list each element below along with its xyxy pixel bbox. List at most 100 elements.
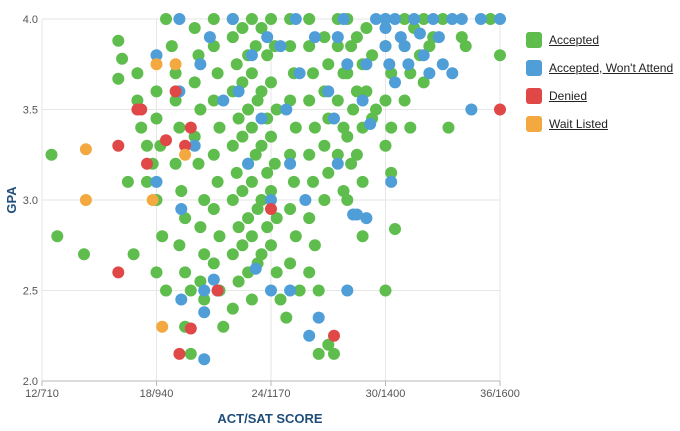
data-point	[417, 49, 430, 62]
data-point	[173, 121, 186, 134]
data-point	[328, 347, 340, 360]
data-point	[402, 58, 415, 71]
data-point	[160, 134, 172, 147]
data-point	[112, 34, 125, 47]
legend-item-accepted-wont-attend[interactable]: Accepted, Won't Attend	[526, 58, 673, 77]
data-point	[121, 175, 134, 188]
series-0	[45, 13, 506, 360]
data-point	[360, 58, 373, 71]
data-point	[261, 49, 274, 62]
data-point	[417, 76, 430, 89]
data-point	[350, 31, 363, 44]
x-tick-label: 18/940	[140, 388, 174, 400]
data-point	[459, 40, 472, 53]
data-point	[188, 76, 201, 89]
data-point	[184, 121, 197, 134]
data-point	[318, 31, 331, 44]
data-point	[289, 121, 302, 134]
data-point	[198, 353, 211, 366]
data-point	[192, 157, 205, 170]
data-point	[289, 13, 302, 25]
data-point	[312, 311, 325, 324]
data-point	[184, 322, 197, 335]
legend-item-wait-listed[interactable]: Wait Listed	[526, 114, 673, 133]
data-point	[150, 85, 163, 98]
legend-label: Accepted	[549, 32, 600, 47]
data-point	[303, 212, 316, 225]
data-point	[398, 94, 411, 107]
data-point	[226, 31, 239, 44]
y-tick-label: 2.5	[23, 286, 38, 298]
data-point	[350, 85, 363, 98]
data-point	[236, 76, 249, 89]
data-point	[173, 347, 186, 360]
legend: Accepted Accepted, Won't Attend Denied W…	[526, 30, 673, 142]
data-point	[379, 139, 392, 152]
legend-item-denied[interactable]: Denied	[526, 86, 673, 105]
data-point	[141, 175, 153, 188]
data-point	[184, 284, 197, 297]
data-point	[150, 175, 163, 188]
data-point	[236, 185, 249, 197]
legend-item-accepted[interactable]: Accepted	[526, 30, 673, 49]
data-point	[303, 94, 316, 107]
data-point	[293, 67, 306, 80]
data-point	[165, 40, 178, 53]
data-point	[484, 13, 497, 25]
data-point	[307, 175, 319, 188]
series-1	[150, 13, 506, 366]
data-point	[341, 194, 354, 206]
data-point	[265, 203, 277, 215]
data-point	[135, 103, 148, 116]
data-point	[211, 175, 224, 188]
legend-swatch-accepted-wont-attend	[526, 59, 542, 76]
data-point	[141, 157, 153, 170]
data-point	[251, 203, 264, 215]
data-point	[360, 212, 373, 225]
data-point	[242, 103, 255, 116]
data-point	[360, 85, 373, 98]
data-point	[322, 58, 335, 71]
data-point	[265, 76, 277, 89]
data-point	[423, 40, 436, 53]
data-point	[417, 13, 430, 25]
data-point	[198, 284, 211, 297]
data-point	[360, 22, 373, 34]
data-point	[194, 275, 207, 288]
data-point	[379, 94, 392, 107]
data-point	[207, 13, 220, 25]
data-point	[379, 13, 392, 25]
data-point	[284, 284, 297, 297]
data-point	[341, 58, 354, 71]
data-point	[207, 257, 220, 270]
data-point	[232, 112, 245, 125]
legend-swatch-wait-listed	[526, 115, 542, 132]
data-point	[245, 67, 258, 80]
data-point	[150, 266, 163, 279]
data-point	[331, 148, 344, 161]
data-point	[141, 139, 153, 152]
data-point	[198, 248, 211, 261]
data-point	[337, 185, 350, 197]
data-point	[370, 103, 382, 116]
data-point	[150, 58, 163, 71]
data-point	[413, 27, 426, 40]
data-point	[198, 306, 211, 319]
data-point	[389, 223, 401, 235]
data-point	[261, 166, 274, 179]
data-points	[45, 13, 506, 366]
data-point	[389, 13, 401, 25]
data-point	[169, 157, 182, 170]
data-point	[173, 13, 186, 25]
data-point	[127, 248, 140, 261]
y-axis-ticks: 2.0 2.5 3.0 3.5 4.0	[23, 14, 38, 388]
data-point	[404, 121, 417, 134]
data-point	[156, 230, 169, 243]
data-point	[331, 40, 344, 53]
data-point	[303, 40, 316, 53]
data-point	[160, 284, 172, 297]
data-point	[345, 40, 358, 53]
data-point	[370, 13, 382, 25]
data-point	[79, 194, 92, 206]
series-3	[79, 58, 192, 333]
